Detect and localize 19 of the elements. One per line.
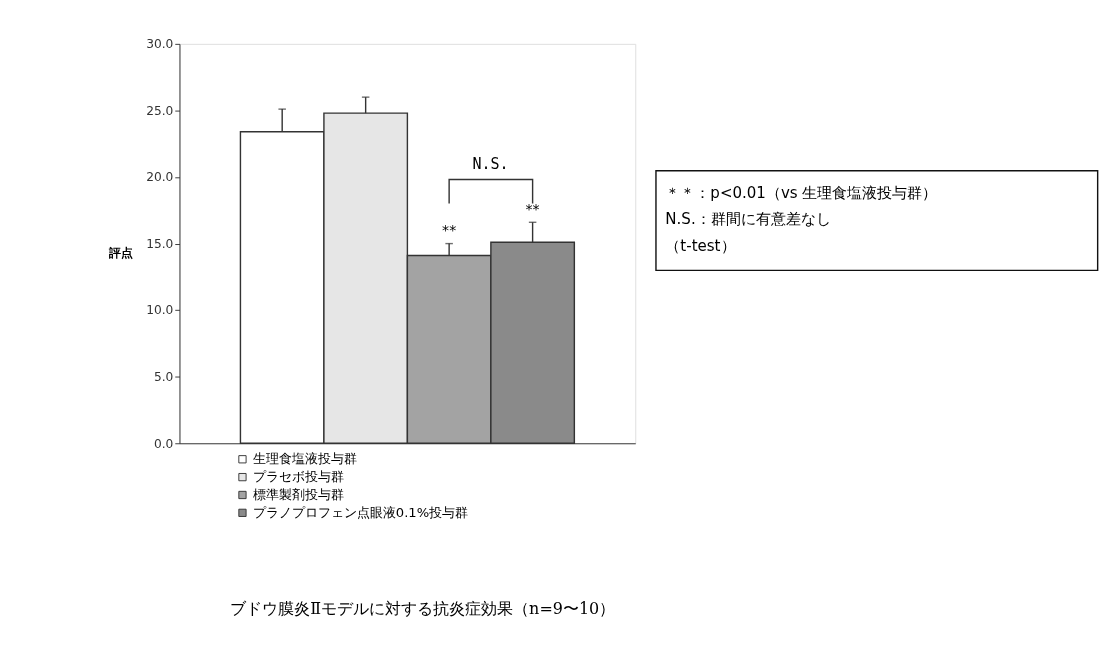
text: （t-test） xyxy=(665,236,736,255)
text: ブドウ膜炎Ⅱモデルに対する抗炎症効果（n=9〜10） xyxy=(230,599,616,619)
y-tick-label: 0.0 xyxy=(153,436,174,451)
legend-label: プラノプロフェン点眼液0.1%投与群 xyxy=(252,504,469,520)
text: ＊＊：p<0.01（vs 生理食塩液投与群） xyxy=(665,184,938,203)
annotation: ** xyxy=(525,200,540,217)
legend-label: 標準製剤投与群 xyxy=(252,486,344,502)
y-tick-label: 10.0 xyxy=(146,303,174,318)
y-tick-label: 15.0 xyxy=(146,236,174,251)
y-tick-label: 5.0 xyxy=(153,369,174,384)
y-axis-title: 評点 xyxy=(107,246,133,261)
annotation: N.S. xyxy=(472,155,509,174)
y-tick-label: 20.0 xyxy=(146,170,174,185)
y-tick-label: 25.0 xyxy=(146,103,174,118)
legend-label: プラセボ投与群 xyxy=(252,468,344,484)
legend-label: 生理食塩液投与群 xyxy=(252,451,357,467)
y-tick-label: 30.0 xyxy=(146,37,174,52)
text: N.S.：群間に有意差なし xyxy=(665,210,831,229)
annotation: ** xyxy=(442,222,457,239)
